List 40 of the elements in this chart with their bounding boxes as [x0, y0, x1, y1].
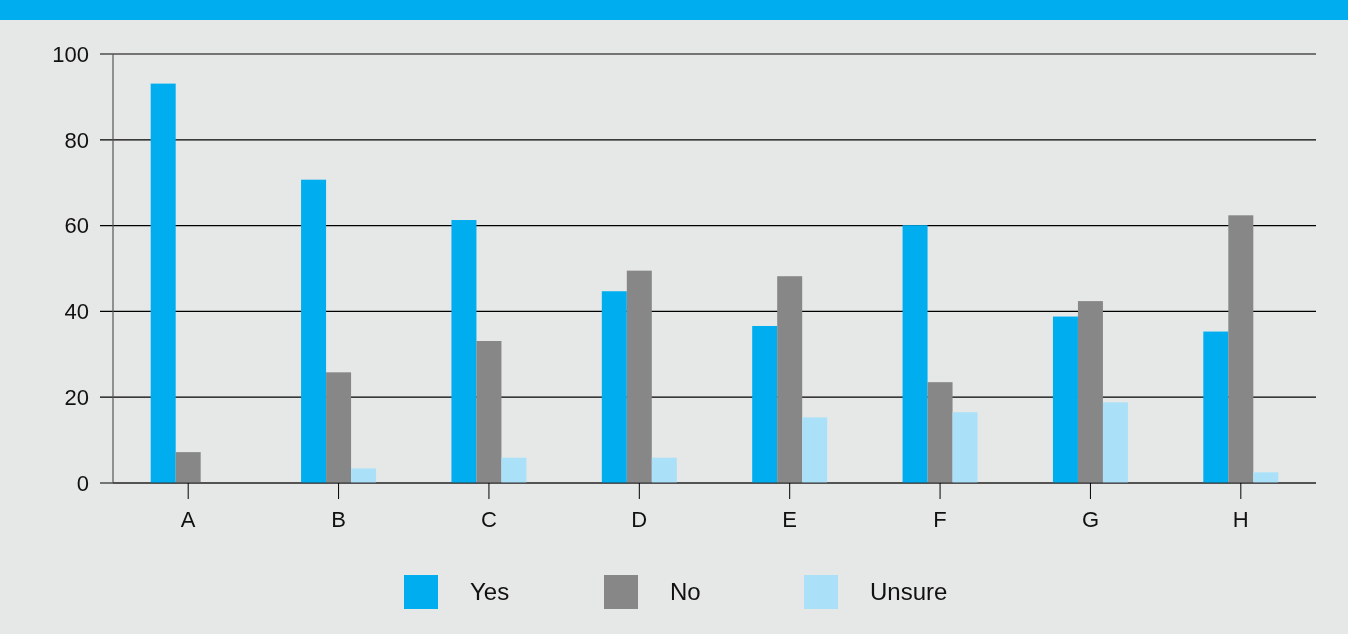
bar	[626, 270, 652, 483]
bar	[326, 372, 352, 483]
y-tick-label: 0	[76, 470, 89, 496]
bar	[476, 341, 502, 483]
y-tick-label: 80	[64, 127, 89, 153]
bar	[601, 291, 627, 483]
x-tick-label: B	[331, 507, 346, 532]
bar	[1253, 472, 1279, 483]
bar	[1203, 331, 1229, 483]
bar	[902, 225, 928, 483]
bar	[952, 412, 978, 483]
bar	[1102, 402, 1128, 483]
x-tick-label: H	[1232, 507, 1249, 532]
bar	[1052, 316, 1078, 483]
y-tick-label: 100	[52, 41, 89, 67]
x-tick-label: A	[180, 507, 196, 532]
legend-label: Unsure	[870, 578, 948, 606]
x-tick-label: D	[631, 507, 648, 532]
legend-label: Yes	[470, 578, 510, 606]
bar	[802, 417, 828, 483]
bar	[1228, 215, 1254, 483]
x-tick-label: G	[1081, 507, 1099, 532]
bar	[651, 457, 677, 483]
bar	[1077, 301, 1103, 483]
y-tick-label: 60	[64, 213, 89, 239]
bar	[501, 457, 527, 483]
bar	[777, 276, 803, 483]
bar	[301, 179, 327, 483]
bar	[451, 220, 477, 483]
y-tick-label: 20	[64, 384, 89, 410]
bar	[351, 468, 377, 483]
bar	[927, 382, 953, 483]
x-tick-label: F	[933, 507, 947, 532]
x-tick-label: E	[782, 507, 798, 532]
y-tick-label: 40	[64, 299, 89, 325]
bar	[175, 452, 201, 483]
bar	[752, 325, 778, 483]
bar	[150, 83, 176, 483]
x-tick-label: C	[480, 507, 497, 532]
legend-label: No	[670, 578, 701, 606]
